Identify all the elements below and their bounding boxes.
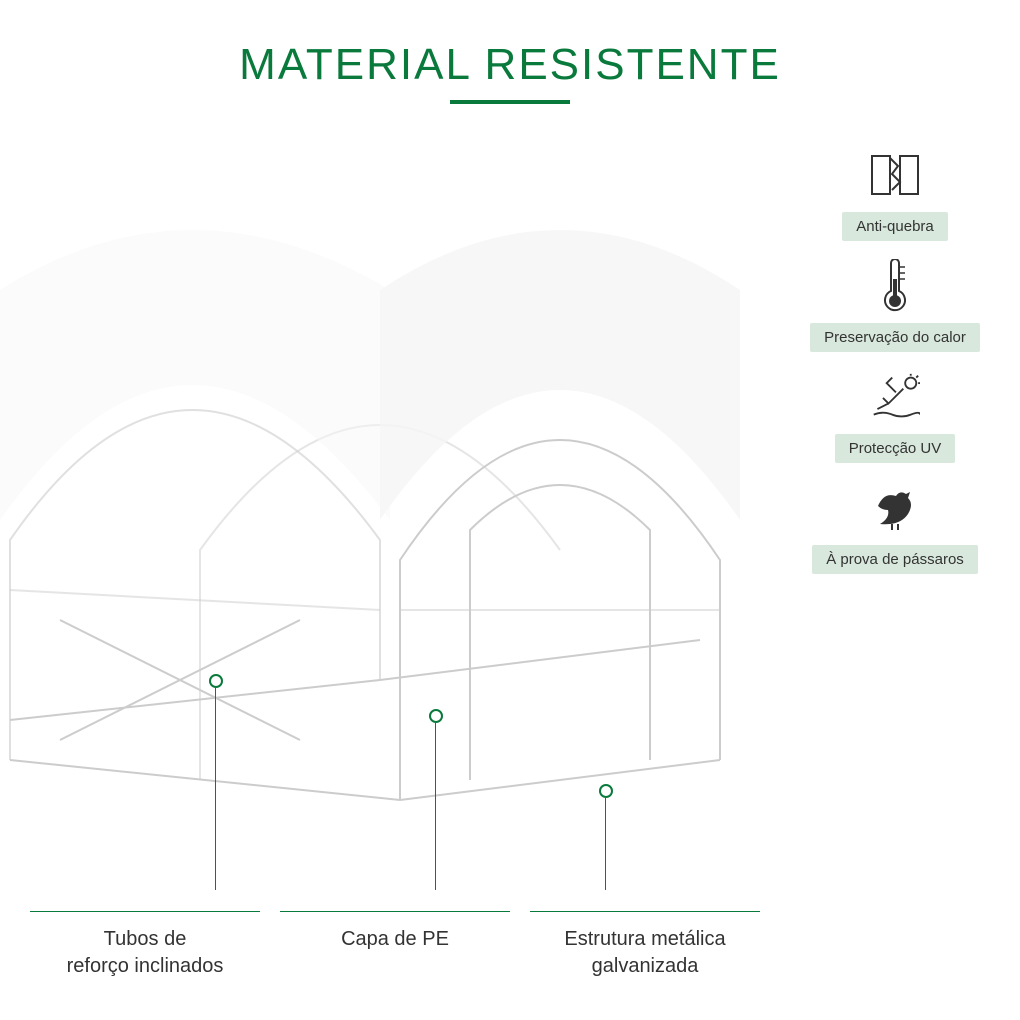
label-tubes: Tubos dereforço inclinados — [30, 911, 260, 980]
thermometer-icon — [870, 261, 920, 311]
callout-point-frame — [599, 784, 613, 798]
callout-line — [435, 723, 436, 890]
feature-uv: Protecção UV — [800, 372, 990, 463]
callout-line — [605, 798, 606, 890]
product-illustration — [0, 140, 780, 840]
uv-icon — [870, 372, 920, 422]
bird-icon — [870, 483, 920, 533]
label-cover-text: Capa de PE — [341, 928, 449, 950]
feature-heat: Preservação do calor — [800, 261, 990, 352]
feature-label: Preservação do calor — [810, 323, 980, 352]
label-frame-text: Estrutura metálicagalvanizada — [564, 928, 725, 977]
zigzag-icon — [870, 150, 920, 200]
features-sidebar: Anti-quebra Preservação do calor — [800, 150, 990, 574]
label-cover: Capa de PE — [280, 911, 510, 980]
callout-point-tubes — [209, 674, 223, 688]
title-underline — [450, 100, 570, 104]
callout-line — [215, 688, 216, 890]
feature-anti-break: Anti-quebra — [800, 150, 990, 241]
feature-label: Protecção UV — [835, 434, 956, 463]
feature-label: À prova de pássaros — [812, 545, 978, 574]
bottom-labels: Tubos dereforço inclinados Capa de PE Es… — [30, 911, 760, 980]
page-title: MATERIAL RESISTENTE — [0, 40, 1020, 90]
feature-bird: À prova de pássaros — [800, 483, 990, 574]
label-frame: Estrutura metálicagalvanizada — [530, 911, 760, 980]
feature-label: Anti-quebra — [842, 212, 948, 241]
label-tubes-text: Tubos dereforço inclinados — [67, 928, 224, 977]
callout-point-cover — [429, 709, 443, 723]
